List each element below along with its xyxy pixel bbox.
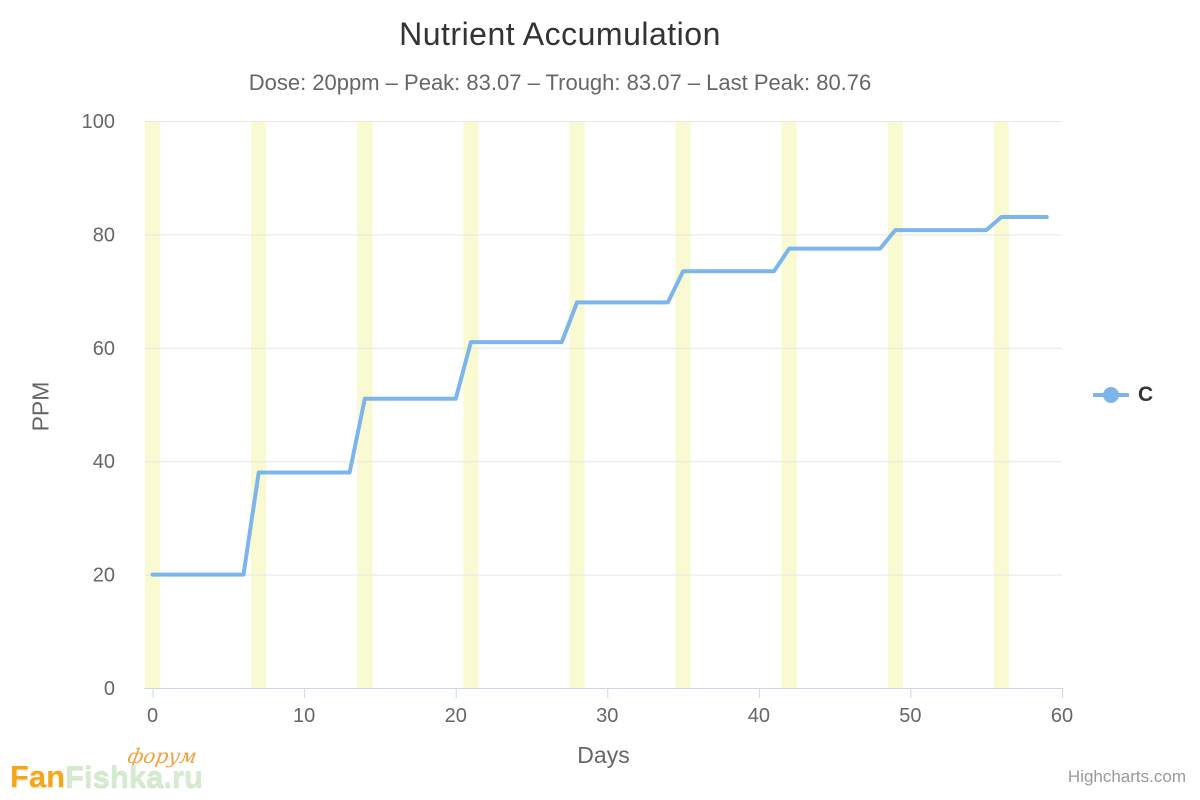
highcharts-credits-link[interactable]: Highcharts.com: [1067, 767, 1186, 786]
y-axis-title: PPM: [27, 381, 54, 432]
svg-text:30: 30: [596, 705, 618, 727]
svg-text:0: 0: [104, 678, 115, 700]
svg-text:40: 40: [748, 705, 770, 727]
legend-label: C: [1138, 383, 1154, 406]
legend-item-c[interactable]: C: [1093, 383, 1153, 407]
x-axis-labels: 0 10 20 30 40 50 60: [147, 688, 1073, 727]
logo-fishka-text: Fishka.ru: [65, 759, 203, 794]
svg-text:0: 0: [147, 705, 158, 727]
svg-text:80: 80: [93, 224, 115, 246]
svg-text:50: 50: [899, 705, 921, 727]
svg-text:40: 40: [93, 451, 115, 473]
logo-main-text: FanFishka.ru: [10, 759, 203, 795]
gridlines: [145, 121, 1062, 689]
svg-text:20: 20: [445, 705, 467, 727]
dose-plot-bands: [145, 121, 1009, 688]
series-line-c: [150, 215, 1049, 577]
chart-subtitle: Dose: 20ppm – Peak: 83.07 – Trough: 83.0…: [248, 70, 872, 95]
x-axis-title: Days: [577, 742, 630, 768]
logo-fan-text: Fan: [10, 759, 66, 794]
fanfishka-logo[interactable]: форум FanFishka.ru: [10, 744, 210, 796]
svg-text:60: 60: [1051, 705, 1073, 727]
svg-text:20: 20: [93, 565, 115, 587]
svg-text:100: 100: [82, 111, 115, 133]
svg-text:10: 10: [293, 705, 315, 727]
chart-title: Nutrient Accumulation: [399, 16, 721, 52]
svg-text:60: 60: [93, 338, 115, 360]
legend-series-marker-icon: [1093, 387, 1129, 403]
y-axis-labels: 0 20 40 60 80 100: [82, 111, 115, 700]
